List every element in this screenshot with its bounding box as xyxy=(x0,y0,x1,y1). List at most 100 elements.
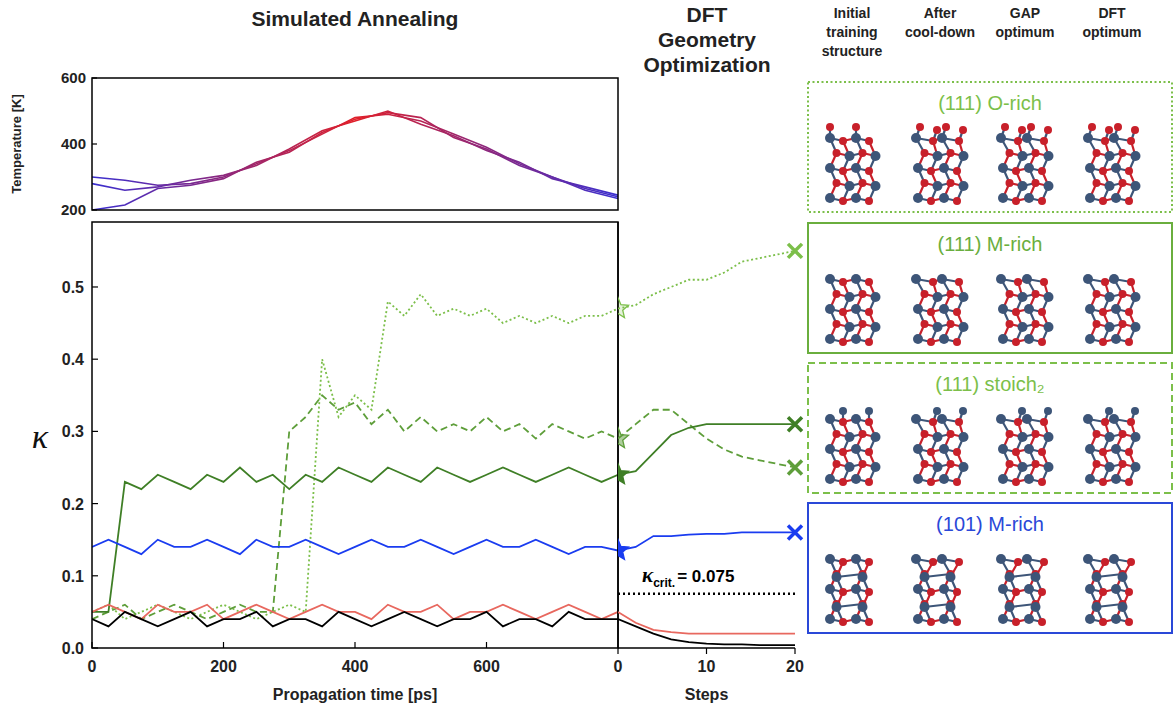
atom xyxy=(1024,334,1034,344)
atom xyxy=(825,614,835,624)
atom xyxy=(825,193,835,203)
atom xyxy=(1024,444,1034,454)
atom xyxy=(933,292,943,302)
atom xyxy=(1101,278,1109,286)
atom xyxy=(1131,322,1141,332)
tick-label: 0 xyxy=(88,658,97,675)
atom xyxy=(1038,308,1046,316)
atom xyxy=(833,460,841,468)
kappa-line xyxy=(618,532,795,550)
atom xyxy=(1014,278,1022,286)
atom xyxy=(998,474,1008,484)
text-line: GAP xyxy=(1010,5,1040,21)
temperature-line xyxy=(92,113,618,210)
atom xyxy=(1131,432,1141,442)
atom xyxy=(859,320,867,328)
atom xyxy=(1125,338,1133,346)
atom xyxy=(1044,292,1054,302)
atom xyxy=(1125,308,1133,316)
structure-image xyxy=(996,407,1054,486)
atom xyxy=(833,149,841,157)
structure-title: (101) M-rich xyxy=(936,513,1044,535)
atom xyxy=(865,407,873,415)
atom xyxy=(832,602,842,612)
kappa-line xyxy=(92,294,618,619)
atom xyxy=(913,163,923,173)
atom xyxy=(998,444,1008,454)
plot-area xyxy=(92,294,618,626)
atom xyxy=(1018,181,1028,191)
atom xyxy=(851,163,861,173)
atom xyxy=(946,602,956,612)
atom xyxy=(845,322,855,332)
atom xyxy=(1109,133,1119,143)
kappa-line xyxy=(618,410,795,468)
tick xyxy=(92,503,98,504)
structure-box xyxy=(808,363,1172,493)
structure-title: (111) M-rich xyxy=(938,233,1043,255)
atom xyxy=(871,462,881,472)
atom xyxy=(825,274,835,284)
figure: Simulated Annealing200400600Temperature … xyxy=(0,0,1175,710)
atom xyxy=(1006,290,1014,298)
atom xyxy=(953,588,961,596)
atom xyxy=(1119,430,1127,438)
text-line: DFT xyxy=(1098,5,1126,21)
tick xyxy=(92,77,97,78)
atom xyxy=(998,193,1008,203)
tick-label: 0.2 xyxy=(62,496,84,513)
atom xyxy=(865,478,873,486)
atom xyxy=(859,430,867,438)
atom xyxy=(1012,618,1020,626)
atom xyxy=(1083,414,1093,424)
atom xyxy=(839,308,847,316)
atom xyxy=(1040,137,1048,145)
atom xyxy=(845,292,855,302)
atom xyxy=(921,149,929,157)
atom xyxy=(1006,460,1014,468)
atom xyxy=(939,474,949,484)
atom xyxy=(1038,448,1046,456)
kappa-line xyxy=(92,395,618,619)
atom xyxy=(1131,181,1141,191)
atom xyxy=(1131,151,1141,161)
atom xyxy=(929,278,937,286)
atom xyxy=(1119,320,1127,328)
atom xyxy=(851,444,861,454)
atom xyxy=(1005,602,1015,612)
atom xyxy=(942,123,950,131)
atom xyxy=(1044,151,1054,161)
atom xyxy=(1038,618,1046,626)
chart-title: DFTGeometryOptimization xyxy=(643,3,770,76)
atom xyxy=(825,163,835,173)
atom xyxy=(1005,572,1015,582)
structure-image xyxy=(911,274,969,346)
structure-image xyxy=(911,407,969,486)
structure-box xyxy=(808,223,1172,353)
kappa-line xyxy=(92,605,618,619)
atom xyxy=(947,149,955,157)
atom xyxy=(953,478,961,486)
atom xyxy=(825,444,835,454)
atom xyxy=(998,304,1008,314)
atom xyxy=(825,474,835,484)
atom xyxy=(1099,308,1107,316)
atom xyxy=(1006,179,1014,187)
atom xyxy=(858,572,868,582)
atom xyxy=(833,430,841,438)
atom xyxy=(1014,558,1022,566)
atom xyxy=(871,181,881,191)
atom xyxy=(1088,123,1096,131)
atom xyxy=(1012,478,1020,486)
threshold-text: = 0.075 xyxy=(677,567,734,586)
atom xyxy=(1018,462,1028,472)
axis-title: Propagation time [ps] xyxy=(273,686,437,703)
atom xyxy=(939,584,949,594)
atom xyxy=(859,460,867,468)
cross-marker xyxy=(788,417,802,431)
atom xyxy=(1092,602,1102,612)
text-line: DFT xyxy=(687,3,728,26)
atom xyxy=(1125,618,1133,626)
atom xyxy=(1018,322,1028,332)
atom xyxy=(1018,432,1028,442)
